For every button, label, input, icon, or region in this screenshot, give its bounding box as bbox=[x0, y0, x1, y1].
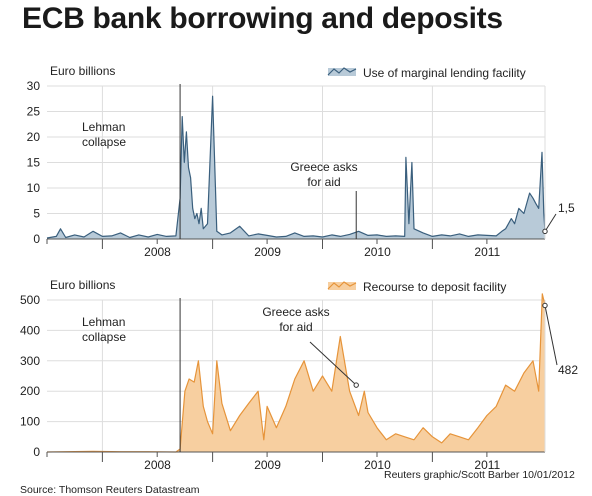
annotation-marker bbox=[542, 302, 548, 309]
y-tick-label: 500 bbox=[20, 293, 40, 307]
y-tick-label: 400 bbox=[20, 323, 40, 337]
y-tick-label: 300 bbox=[20, 354, 40, 368]
annotation-line: Lehman bbox=[82, 120, 125, 134]
source-note: Source: Thomson Reuters Datastream bbox=[20, 484, 200, 496]
annotation-line: collapse bbox=[82, 330, 126, 344]
legend-swatch-fill bbox=[328, 68, 356, 76]
x-tick-label: 2010 bbox=[364, 245, 391, 259]
annotation-line: Greece asks bbox=[290, 160, 357, 174]
series-line bbox=[46, 293, 546, 453]
annotation-label: Greece asks for aid bbox=[290, 160, 357, 189]
annotation-pointer bbox=[309, 341, 357, 386]
x-tick-label: 2011 bbox=[474, 245, 500, 259]
annotation-label: Lehman collapse bbox=[82, 120, 126, 149]
x-tick-label: 2011 bbox=[474, 458, 500, 472]
annotation-pointer bbox=[544, 213, 557, 232]
annotation-label: 1,5 bbox=[558, 201, 575, 215]
y-tick-label: 10 bbox=[27, 181, 41, 195]
annotation-line: for aid bbox=[307, 175, 340, 189]
series-area bbox=[47, 293, 545, 452]
annotation-label: Greece asks for aid bbox=[262, 305, 329, 334]
marginal-lending-panel: 0 5 10 15 20 25 30 2008 2009 2010 2011 Euro billion… bbox=[27, 64, 575, 259]
deposit-facility-panel: 0 100 200 300 400 500 2008 2009 2010 2011 Euro bil… bbox=[20, 278, 578, 472]
x-tick-label: 2008 bbox=[144, 245, 171, 259]
y-tick-label: 0 bbox=[33, 445, 40, 459]
legend-label: Use of marginal lending facility bbox=[363, 66, 526, 80]
annotation-line: 1,5 bbox=[558, 201, 575, 215]
legend-label: Recourse to deposit facility bbox=[363, 280, 506, 294]
annotation-line: for aid bbox=[279, 320, 312, 334]
annotation-line: 482 bbox=[558, 363, 578, 377]
y-tick-label: 15 bbox=[27, 156, 41, 170]
x-tick-label: 2009 bbox=[254, 458, 281, 472]
annotation-line: Greece asks bbox=[262, 305, 329, 319]
annotation-marker bbox=[353, 382, 359, 388]
series-line bbox=[46, 95, 546, 239]
annotation-label: 482 bbox=[558, 363, 578, 377]
y-tick-label: 100 bbox=[20, 415, 40, 429]
x-tick-label: 2009 bbox=[254, 245, 281, 259]
annotation-label: Lehman collapse bbox=[82, 315, 126, 344]
x-tick-label: 2010 bbox=[364, 458, 391, 472]
y-tick-label: 30 bbox=[27, 79, 41, 93]
y-tick-label: 20 bbox=[27, 130, 41, 144]
legend-swatch-fill bbox=[328, 282, 356, 290]
y-tick-label: 5 bbox=[33, 207, 40, 221]
chart-title: ECB bank borrowing and deposits bbox=[22, 2, 503, 35]
y-tick-label: 200 bbox=[20, 384, 40, 398]
annotation-pointer bbox=[544, 305, 558, 366]
legend-swatch-line bbox=[327, 67, 357, 76]
y-tick-label: 0 bbox=[33, 232, 40, 246]
annotation-marker bbox=[542, 228, 548, 235]
units-label: Euro billions bbox=[50, 64, 115, 78]
legend-swatch-line bbox=[327, 281, 357, 290]
units-label: Euro billions bbox=[50, 278, 115, 292]
x-tick-label: 2008 bbox=[144, 458, 171, 472]
annotation-line: Lehman bbox=[82, 315, 125, 329]
graphic-credit: Reuters graphic/Scott Barber 10/01/2012 bbox=[384, 469, 575, 481]
y-tick-label: 25 bbox=[27, 105, 41, 119]
annotation-line: collapse bbox=[82, 135, 126, 149]
